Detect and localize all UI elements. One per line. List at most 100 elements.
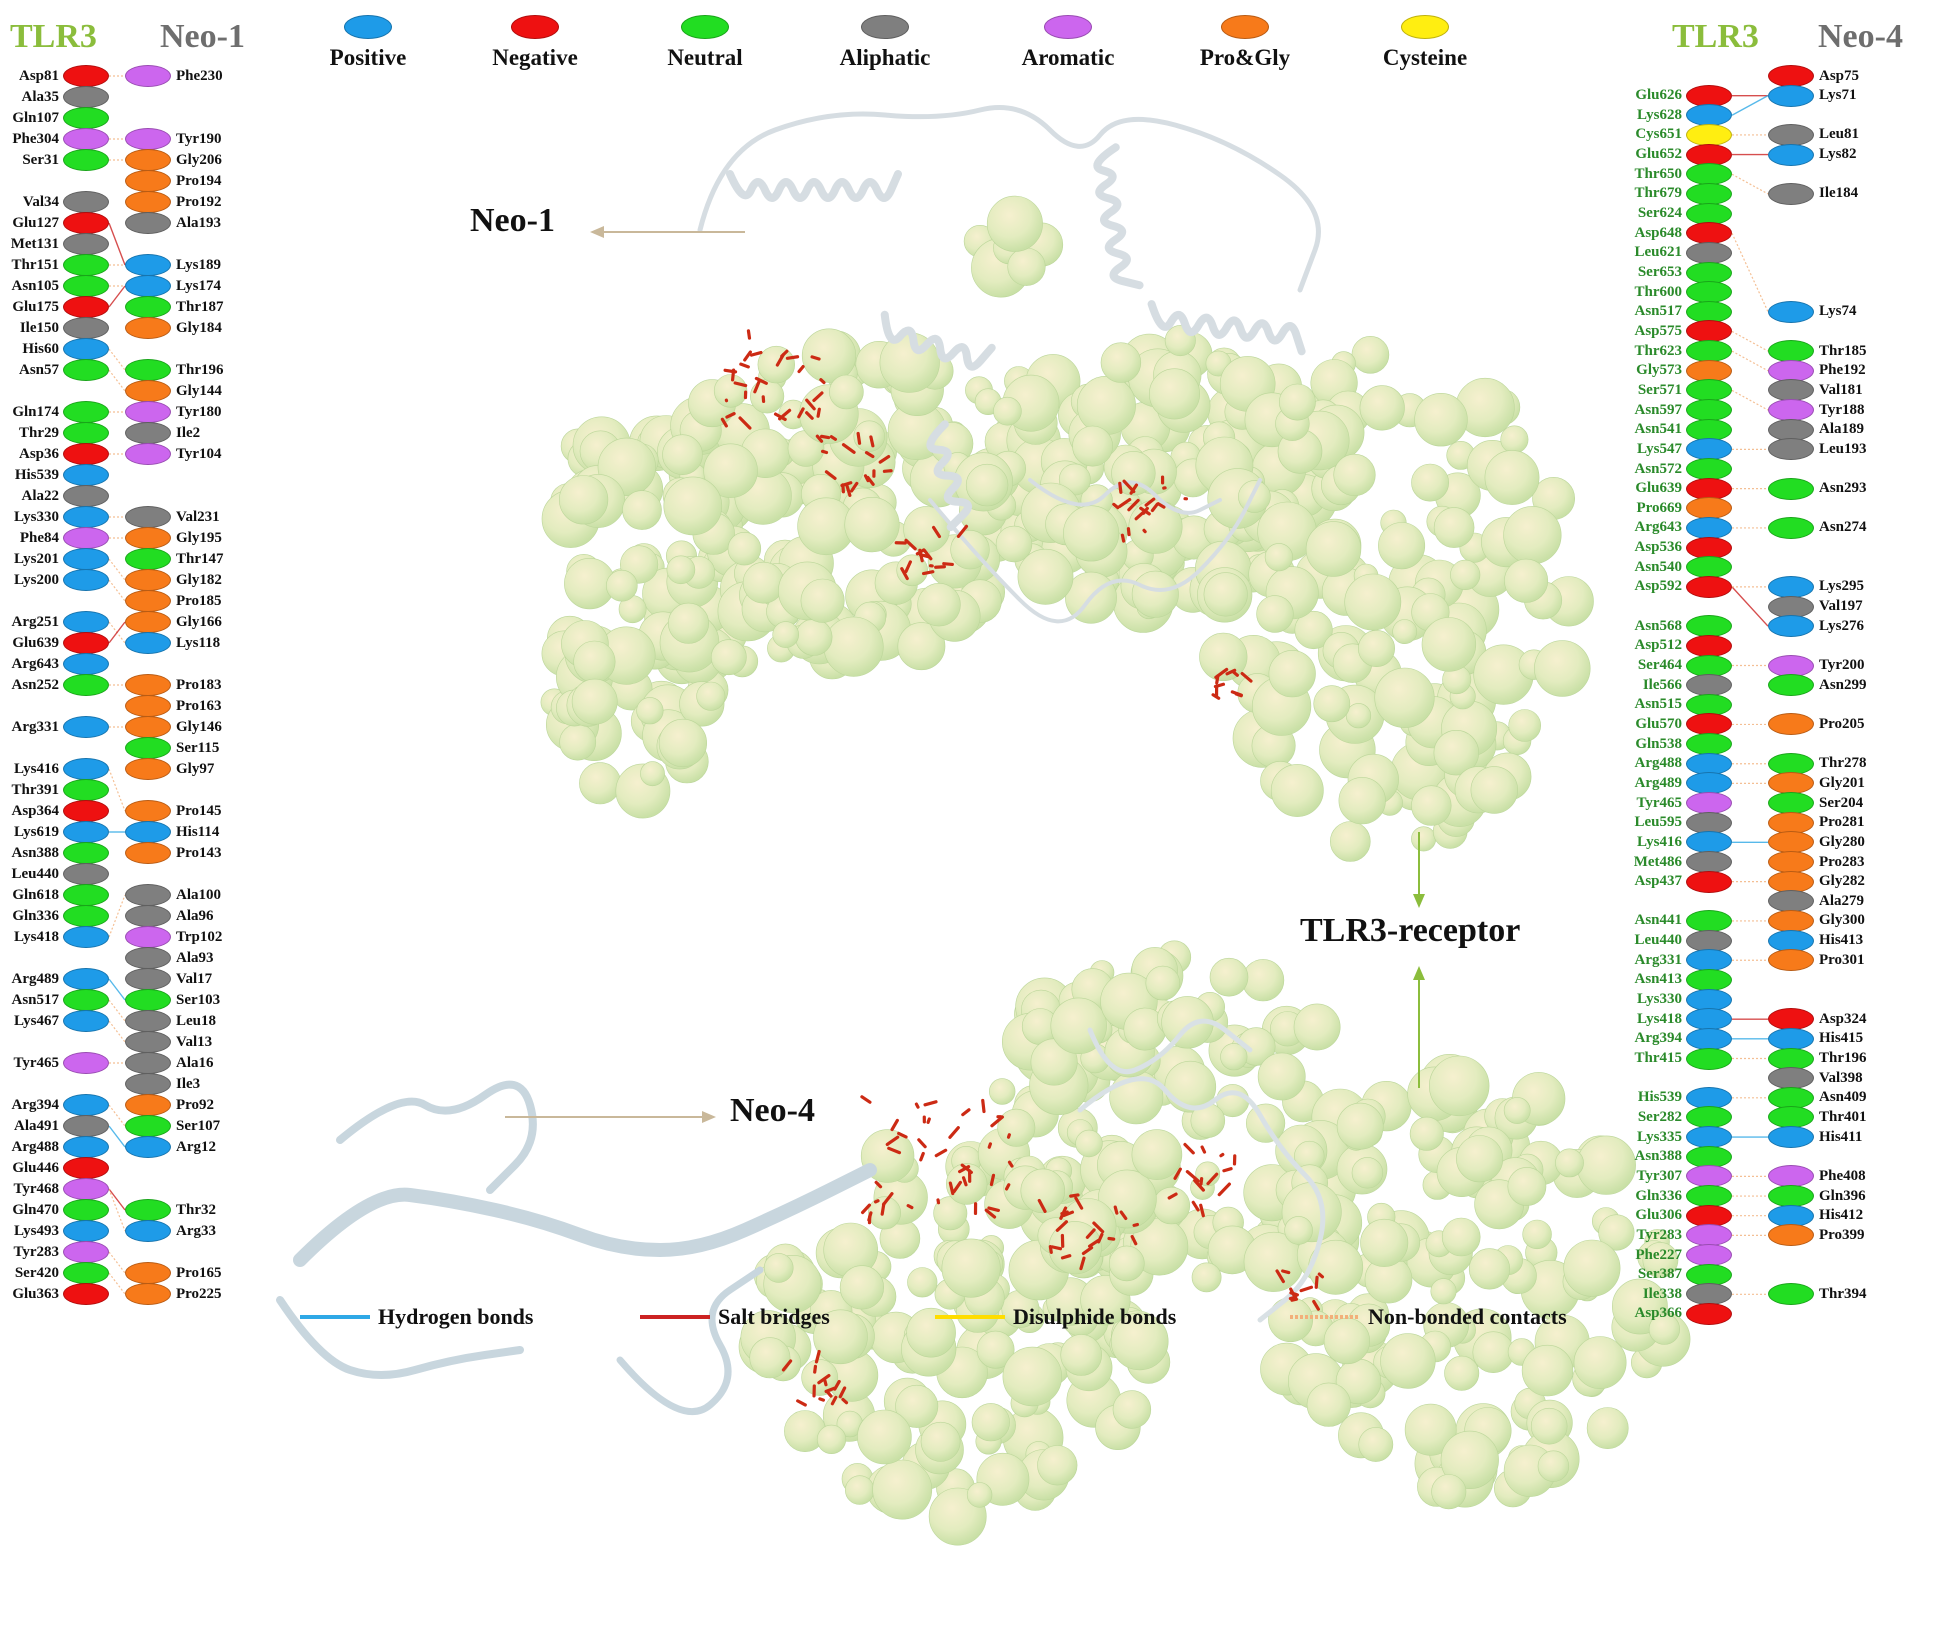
residue-label: His60	[22, 340, 59, 357]
residue-label: Pro669	[1636, 499, 1682, 516]
interaction-line	[1731, 586, 1769, 627]
surface-atom	[1110, 1312, 1169, 1371]
residue-label: Pro301	[1819, 951, 1865, 968]
protein-ribbon	[1028, 478, 1222, 515]
residue-label: Met131	[10, 235, 59, 252]
interaction-line	[108, 978, 126, 1001]
surface-atom	[1338, 777, 1386, 825]
residue-oval	[63, 1115, 109, 1137]
residue-oval	[63, 968, 109, 990]
residue-label: Gly182	[176, 571, 222, 588]
residue-thr415: Thr415	[1634, 1047, 1732, 1070]
residue-oval	[125, 821, 171, 843]
surface-atom	[1392, 619, 1418, 645]
residue-label: Lys418	[13, 928, 59, 945]
residue-lys71: Lys71	[1768, 84, 1857, 107]
residue-tyr468: Tyr468	[13, 1178, 109, 1200]
surface-atom	[703, 443, 758, 498]
residue-gly144: Gly144	[125, 380, 222, 402]
residue-oval	[63, 1262, 109, 1284]
residue-asp366: Asp366	[1634, 1302, 1732, 1325]
interaction-line	[108, 621, 126, 644]
interface-residue-stick	[829, 435, 838, 441]
residue-oval	[63, 149, 109, 171]
residue-lys493: Lys493	[14, 1220, 109, 1242]
residue-pro163: Pro163	[125, 695, 222, 717]
residue-val34: Val34	[23, 191, 109, 213]
interaction-line	[108, 1188, 126, 1232]
residue-oval	[63, 1241, 109, 1263]
residue-oval	[1686, 575, 1732, 598]
surface-atom	[1270, 764, 1324, 817]
protein-ribbon	[928, 478, 1262, 624]
residue-label: Phe304	[12, 130, 59, 147]
residue-label: Phe192	[1819, 362, 1866, 379]
residue-label: Gly166	[176, 613, 222, 630]
residue-oval	[63, 1220, 109, 1242]
residue-label: Ile566	[1642, 676, 1682, 693]
surface-atom	[993, 396, 1022, 426]
residue-oval	[63, 233, 109, 255]
surface-atom	[801, 328, 857, 383]
residue-label: Asp75	[1819, 67, 1860, 84]
surface-atom	[867, 1196, 901, 1230]
residue-label: Gln336	[12, 907, 59, 924]
residue-label: Thr391	[11, 781, 59, 798]
residue-oval	[63, 653, 109, 675]
residue-label: Pro283	[1819, 853, 1865, 870]
surface-atom	[1313, 685, 1351, 723]
residue-arg251: Arg251	[12, 611, 109, 633]
residue-label: Val17	[176, 970, 213, 987]
residue-label: Glu570	[1635, 715, 1682, 732]
residue-gly195: Gly195	[125, 527, 222, 549]
residue-label: Thr151	[11, 256, 59, 273]
residue-oval	[1768, 143, 1814, 166]
residue-gln618: Gln618	[12, 884, 109, 906]
residue-label: Ser464	[1637, 657, 1682, 673]
residue-label: Asn105	[11, 277, 59, 294]
residue-label: Arg488	[11, 1138, 60, 1155]
residue-oval	[63, 443, 109, 465]
residue-label: Asn441	[1634, 912, 1682, 929]
residue-oval	[125, 128, 171, 150]
surface-atom	[1131, 570, 1179, 618]
interface-residue-stick	[797, 407, 805, 419]
bond-legend-label: Hydrogen bonds	[378, 1304, 534, 1329]
bond-legend-label: Disulphide bonds	[1013, 1304, 1177, 1329]
residue-oval	[1768, 1283, 1814, 1306]
residue-oval	[63, 1199, 109, 1221]
interface-residue-stick	[1126, 527, 1131, 537]
surface-atom	[872, 1459, 933, 1520]
residue-label: His539	[1637, 1089, 1682, 1106]
residue-thr394: Thr394	[1768, 1283, 1867, 1306]
interface-residue-stick	[1214, 667, 1229, 679]
residue-lys330: Lys330	[14, 506, 109, 528]
residue-oval	[1768, 949, 1814, 972]
residue-oval	[125, 527, 171, 549]
surface-atom	[696, 681, 726, 711]
interface-residue-stick	[1150, 502, 1159, 513]
interface-residue-stick	[810, 355, 821, 361]
interface-residue-stick	[900, 567, 909, 581]
residue-oval	[125, 296, 171, 318]
residue-oval	[63, 86, 109, 108]
residue-label: Pro185	[176, 592, 222, 609]
residue-gly97: Gly97	[125, 758, 214, 780]
residue-label: Gly300	[1819, 912, 1865, 929]
surface-atom	[749, 1337, 791, 1379]
residue-oval	[125, 149, 171, 171]
surface-atom	[857, 1409, 912, 1465]
residue-label: Gly195	[176, 529, 222, 546]
interface-residue-stick	[1240, 671, 1253, 683]
interface-residue-stick	[1127, 498, 1140, 512]
residue-label: Asn515	[1634, 696, 1682, 713]
residue-label: Lys335	[1636, 1128, 1682, 1145]
surface-atom	[727, 531, 762, 566]
residue-oval	[125, 569, 171, 591]
residue-label: Asp592	[1634, 578, 1682, 595]
residue-label: Thr196	[176, 361, 224, 378]
residue-label: Val398	[1819, 1069, 1863, 1086]
residue-thr32: Thr32	[125, 1199, 216, 1221]
residue-label: Leu440	[1634, 932, 1682, 949]
residue-oval	[63, 1178, 109, 1200]
